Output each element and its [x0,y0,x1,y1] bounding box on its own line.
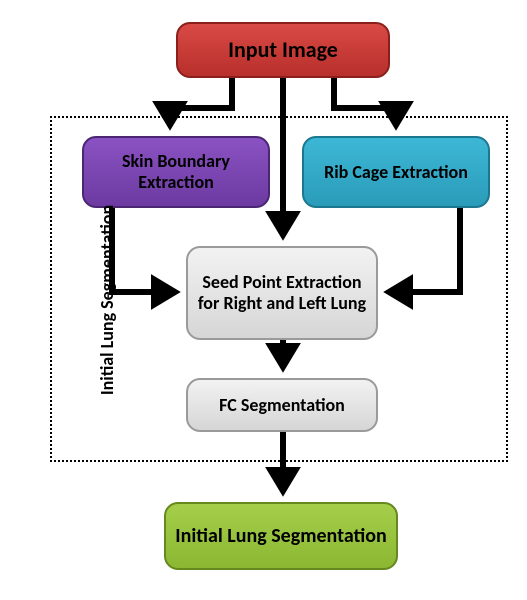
node-label: Input Image [228,37,338,62]
node-label: Skin Boundary Extraction [92,151,260,192]
node-label: Seed Point Extraction for Right and Left… [196,272,368,313]
node-rib-cage: Rib Cage Extraction [302,136,490,208]
node-label: FC Segmentation [219,395,345,416]
node-label: Rib Cage Extraction [324,162,468,183]
node-initial-lung: Initial Lung Segmentation [164,502,398,570]
group-label: Initial Lung Segmentation [96,205,118,395]
node-skin-boundary: Skin Boundary Extraction [82,136,270,208]
node-label: Initial Lung Segmentation [175,525,386,548]
node-seed-point: Seed Point Extraction for Right and Left… [186,246,378,340]
node-fc-segmentation: FC Segmentation [186,378,378,432]
node-input-image: Input Image [176,22,390,78]
